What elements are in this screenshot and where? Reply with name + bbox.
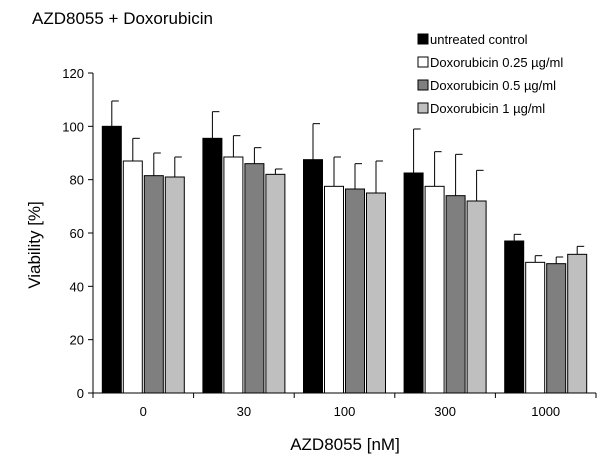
bar [546, 263, 567, 394]
bar [244, 163, 265, 394]
x-axis-label: AZD8055 [nM] [290, 435, 400, 454]
bar [345, 188, 365, 394]
y-tick-label: 20 [70, 333, 84, 348]
y-tick-label: 0 [77, 386, 84, 401]
bar [403, 172, 424, 394]
bar [164, 176, 185, 394]
bar [122, 160, 143, 394]
legend-swatch [417, 56, 429, 68]
bar [143, 175, 164, 394]
y-tick-label: 60 [70, 226, 84, 241]
y-tick-label: 80 [70, 173, 84, 188]
legend-label: Doxorubicin 0.5 µg/ml [430, 78, 556, 93]
y-tick-label: 40 [70, 279, 84, 294]
x-tick-label: 30 [237, 404, 251, 419]
legend-swatch [417, 33, 429, 45]
bar [466, 200, 487, 394]
x-tick-label: 0 [140, 404, 147, 419]
legend-swatch [417, 102, 429, 114]
bar [445, 195, 466, 394]
legend-swatch [417, 79, 429, 91]
x-tick-label: 1000 [531, 404, 560, 419]
x-tick-label: 100 [334, 404, 356, 419]
bar [424, 185, 445, 394]
y-axis-label: Viability [%] [25, 201, 44, 289]
bar [265, 173, 286, 394]
bar [324, 185, 344, 394]
bar [202, 137, 223, 394]
bar [504, 240, 525, 394]
bar [101, 125, 122, 394]
y-tick-label: 100 [62, 119, 84, 134]
bar [303, 159, 323, 394]
legend-label: untreated control [430, 32, 528, 47]
legend: untreated control Doxorubicin 0.25 µg/ml D… [417, 32, 563, 116]
chart-title: AZD8055 + Doxorubicin [32, 9, 213, 28]
legend-label: Doxorubicin 1 µg/ml [430, 101, 545, 116]
x-tick-label: 300 [434, 404, 456, 419]
y-tick-label: 120 [62, 66, 84, 81]
bars-layer [101, 100, 588, 394]
bar [567, 253, 588, 394]
bar [366, 192, 386, 394]
bar [525, 261, 546, 394]
legend-label: Doxorubicin 0.25 µg/ml [430, 55, 563, 70]
bar [223, 156, 244, 394]
axes-layer: 0 20 40 60 80 100 120 0 30 100 300 1000 [62, 66, 597, 419]
